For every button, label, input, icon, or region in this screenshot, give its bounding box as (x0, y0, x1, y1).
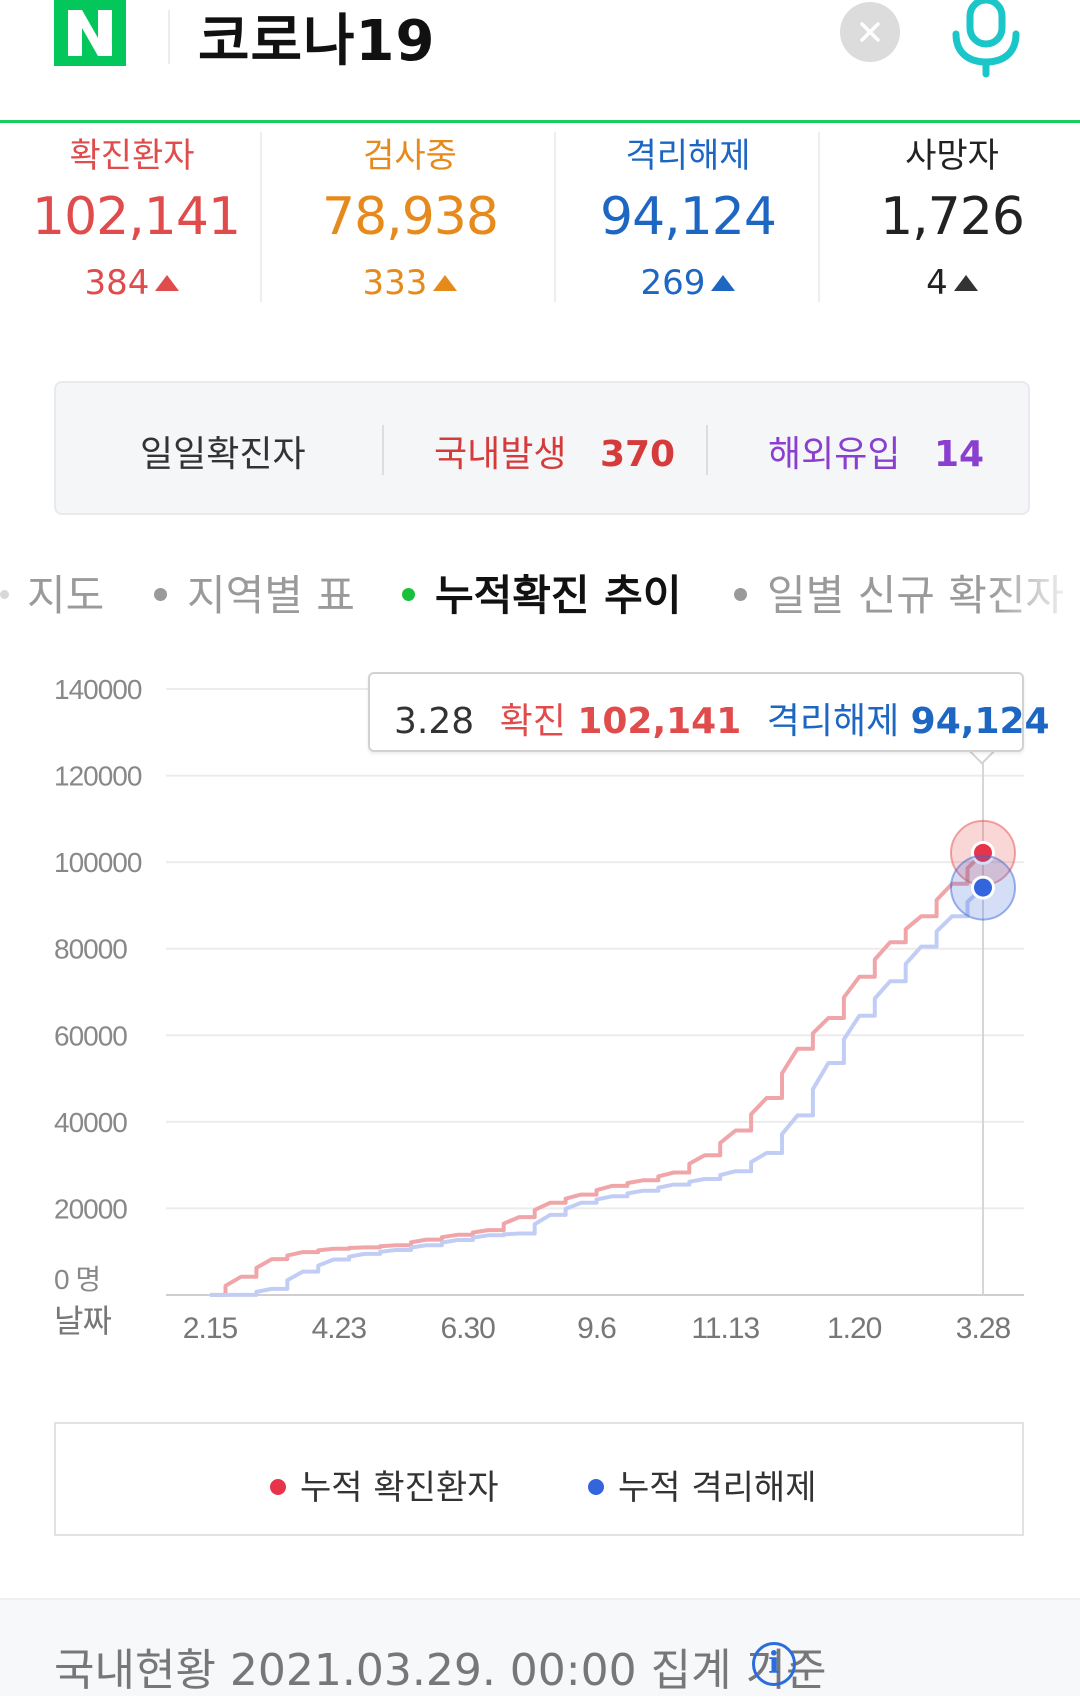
search-input[interactable]: 코로나19 (198, 9, 436, 74)
y-tick-label: 40000 (54, 1107, 127, 1138)
stat-value: 102,141 (32, 187, 241, 247)
stat-divider (554, 132, 556, 302)
increase-triangle-icon (155, 275, 180, 291)
microphone-icon (952, 0, 1020, 78)
daily-title: 일일확진자 (140, 434, 306, 475)
domestic-value: 370 (599, 434, 676, 475)
naver-logo[interactable] (54, 0, 126, 66)
x-tick-label: 11.13 (691, 1312, 759, 1345)
tab-bullet (0, 590, 9, 599)
stat-testing: 검사중 78,938 333 (310, 128, 510, 303)
daily-divider (382, 425, 384, 475)
voice-search-button[interactable] (950, 0, 1022, 78)
tab-region-table[interactable]: 지역별 표 (154, 562, 355, 623)
stat-divider (818, 132, 820, 302)
stat-value: 78,938 (322, 187, 499, 247)
y-tick-label: 120000 (54, 761, 142, 792)
x-tick-label: 6.30 (440, 1312, 495, 1345)
stat-value: 94,124 (600, 187, 777, 247)
daily-divider (706, 425, 708, 475)
stat-released: 격리해제 94,124 269 (588, 128, 788, 303)
tab-label: 누적확진 추이 (435, 571, 682, 620)
legend-item-released[interactable]: 누적 격리해제 (588, 1460, 817, 1509)
x-axis-label: 날짜 (54, 1303, 111, 1339)
legend-label: 누적 격리해제 (618, 1468, 817, 1508)
tabs-fade (990, 550, 1080, 620)
tab-bullet (154, 588, 167, 601)
stat-label: 격리해제 (625, 136, 751, 176)
increase-triangle-icon (433, 275, 458, 291)
legend-label: 누적 확진환자 (300, 1468, 499, 1508)
series-line-confirmed (210, 851, 985, 1297)
y-tick-label: 20000 (54, 1193, 127, 1224)
series-line-released (210, 886, 985, 1297)
legend-item-confirmed[interactable]: 누적 확진환자 (270, 1460, 499, 1509)
tab-label: 지도 (27, 571, 105, 620)
stat-change: 269 (640, 263, 706, 303)
stat-divider (260, 132, 262, 302)
tab-label: 지역별 표 (187, 571, 355, 620)
x-tick-label: 2.15 (183, 1312, 238, 1345)
x-tick-label: 9.6 (577, 1312, 616, 1345)
hover-marker-released (950, 854, 1016, 921)
overseas-value: 14 (933, 434, 985, 475)
stat-label: 검사중 (363, 136, 457, 176)
cumulative-chart[interactable]: 140000 120000 100000 80000 60000 40000 20000 0 … (0, 640, 1080, 1360)
tooltip-confirmed-label: 확진 (499, 701, 566, 742)
tooltip-released-value: 94,124 (910, 701, 1050, 742)
legend-dot (270, 1478, 286, 1495)
increase-triangle-icon (711, 275, 736, 291)
info-icon[interactable]: i (752, 1642, 796, 1686)
stat-deaths: 사망자 1,726 4 (852, 128, 1052, 303)
x-tick-label: 3.28 (956, 1312, 1011, 1345)
stat-label: 확진환자 (69, 136, 195, 176)
increase-triangle-icon (953, 275, 978, 291)
stat-change: 384 (84, 263, 150, 303)
y-tick-label: 140000 (54, 674, 142, 705)
y-tick-label: 0 명 (54, 1264, 100, 1295)
tooltip-released-label: 격리해제 (766, 701, 900, 742)
tooltip-confirmed-value: 102,141 (577, 701, 742, 742)
y-tick-label: 60000 (54, 1020, 127, 1051)
legend-dot (588, 1478, 604, 1495)
clear-search-button[interactable] (840, 2, 900, 62)
hover-marker-confirmed (950, 819, 1016, 886)
overseas-label: 해외유입 (768, 434, 901, 475)
header-divider (168, 10, 170, 64)
x-tick-label: 1.20 (827, 1312, 882, 1345)
y-tick-label: 100000 (54, 847, 142, 878)
tab-map[interactable]: 지도 (0, 562, 104, 623)
stat-value: 1,726 (880, 187, 1025, 247)
stat-change: 4 (926, 263, 948, 303)
data-basis-text: 국내현황 2021.03.29. 00:00 집계 기준 (54, 1645, 827, 1696)
domestic-label: 국내발생 (434, 434, 567, 475)
daily-confirmed-box: 일일확진자 국내발생 370 해외유입 14 (54, 381, 1030, 515)
chart-legend: 누적 확진환자 누적 격리해제 (54, 1422, 1024, 1536)
close-icon (860, 22, 880, 42)
stat-change: 333 (362, 263, 428, 303)
stat-label: 사망자 (905, 136, 999, 176)
stat-confirmed: 확진환자 102,141 384 (32, 128, 241, 303)
chart-tooltip: 3.28 확진 102,141 격리해제 94,124 (368, 672, 1050, 752)
footer-bar: 국내현황 2021.03.29. 00:00 집계 기준 i (0, 1598, 1080, 1696)
tab-bullet (402, 588, 415, 601)
tooltip-date: 3.28 (394, 701, 475, 742)
y-tick-label: 80000 (54, 934, 127, 965)
tab-bullet (734, 588, 747, 601)
tab-cumulative-trend[interactable]: 누적확진 추이 (402, 562, 681, 623)
x-tick-label: 4.23 (312, 1312, 367, 1345)
search-header: 코로나19 (0, 0, 1080, 123)
